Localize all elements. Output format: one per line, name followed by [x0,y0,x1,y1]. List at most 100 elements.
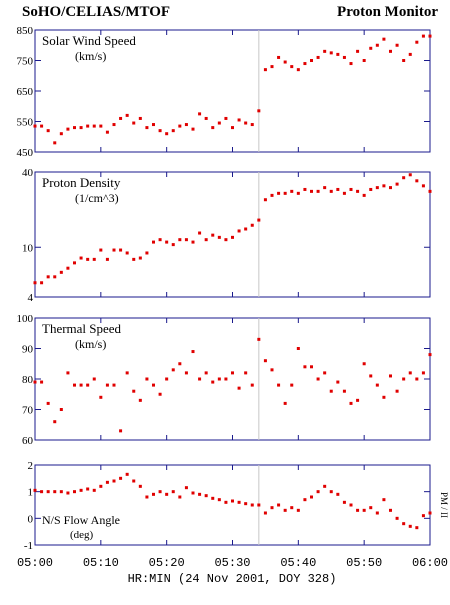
data-point [323,49,327,53]
data-point [408,52,412,56]
data-point [290,65,294,69]
data-point [290,506,294,510]
data-point [336,492,340,496]
data-point [316,377,320,381]
data-point [224,377,228,381]
data-point [53,141,57,145]
data-point [66,371,70,375]
data-point [270,368,274,372]
data-point [244,371,248,375]
data-point [342,389,346,393]
data-point [283,191,287,195]
data-point [296,191,300,195]
data-point [389,508,392,512]
data-point [119,476,123,480]
data-point [145,126,149,130]
y-tick-label: 750 [17,56,34,68]
data-point [217,377,221,381]
data-point [369,46,373,50]
data-point [211,126,215,130]
data-point [277,503,281,507]
data-point [408,524,412,528]
data-point [152,123,155,127]
data-point [184,123,188,127]
data-point [244,121,248,125]
data-point [421,184,425,188]
data-point [349,62,353,66]
data-point [184,371,188,375]
data-point [283,401,287,405]
y-tick-label: 60 [22,435,34,447]
data-point [191,350,195,354]
data-point [92,257,96,261]
data-point [375,383,379,387]
panel-title: N/S Flow Angle [42,513,120,527]
y-tick-label: 40 [22,167,34,179]
data-point [389,374,392,378]
y-tick-label: 1 [28,487,34,499]
y-tick-label: 2 [28,460,34,472]
data-point [86,257,90,261]
panel-frame [34,464,431,546]
data-point [112,479,116,483]
data-point [86,487,90,491]
data-point [290,383,294,387]
data-point [211,496,215,500]
data-point [329,189,333,193]
data-point [105,480,109,484]
data-point [303,187,307,191]
data-point [415,40,419,44]
data-point [211,380,215,384]
data-point [53,275,57,279]
data-point [362,193,366,197]
data-point [204,238,208,242]
y-tick-label: -1 [24,540,33,552]
data-point [132,257,136,261]
data-point [105,257,109,261]
data-point [263,359,267,363]
data-point [66,127,70,131]
data-point [342,55,346,59]
data-point [342,500,346,504]
data-point [198,377,202,381]
data-point [40,380,44,384]
data-point [408,371,412,375]
data-point [349,401,353,405]
x-tick-label: 05:10 [83,556,119,570]
data-point [402,59,406,62]
data-point [277,191,281,195]
panel-unit: (km/s) [75,337,106,351]
data-point [46,275,50,279]
data-point [178,362,182,366]
x-tick-label: 05:20 [149,556,185,570]
data-point [152,383,155,387]
data-point [59,270,63,274]
y-tick-label: 70 [22,405,34,417]
data-point [349,187,353,191]
data-point [310,365,313,369]
data-point [66,491,70,495]
data-point [158,490,162,494]
data-point [329,389,333,393]
y-tick-label: 450 [17,147,34,159]
data-point [46,401,50,405]
data-point [99,124,103,128]
data-point [145,251,149,255]
data-point [250,123,254,127]
data-point [421,34,425,38]
data-point [250,503,254,507]
data-point [184,486,188,490]
data-point [349,503,353,507]
data-point [316,189,320,193]
data-point [92,377,96,381]
y-tick-label: 0 [28,513,34,525]
data-point [171,243,175,247]
data-point [263,68,267,72]
y-tick-label: 550 [17,117,34,129]
data-point [283,508,287,512]
y-tick-label: 100 [17,313,34,325]
data-point [132,389,136,393]
data-point [198,231,202,235]
data-point [310,189,313,193]
